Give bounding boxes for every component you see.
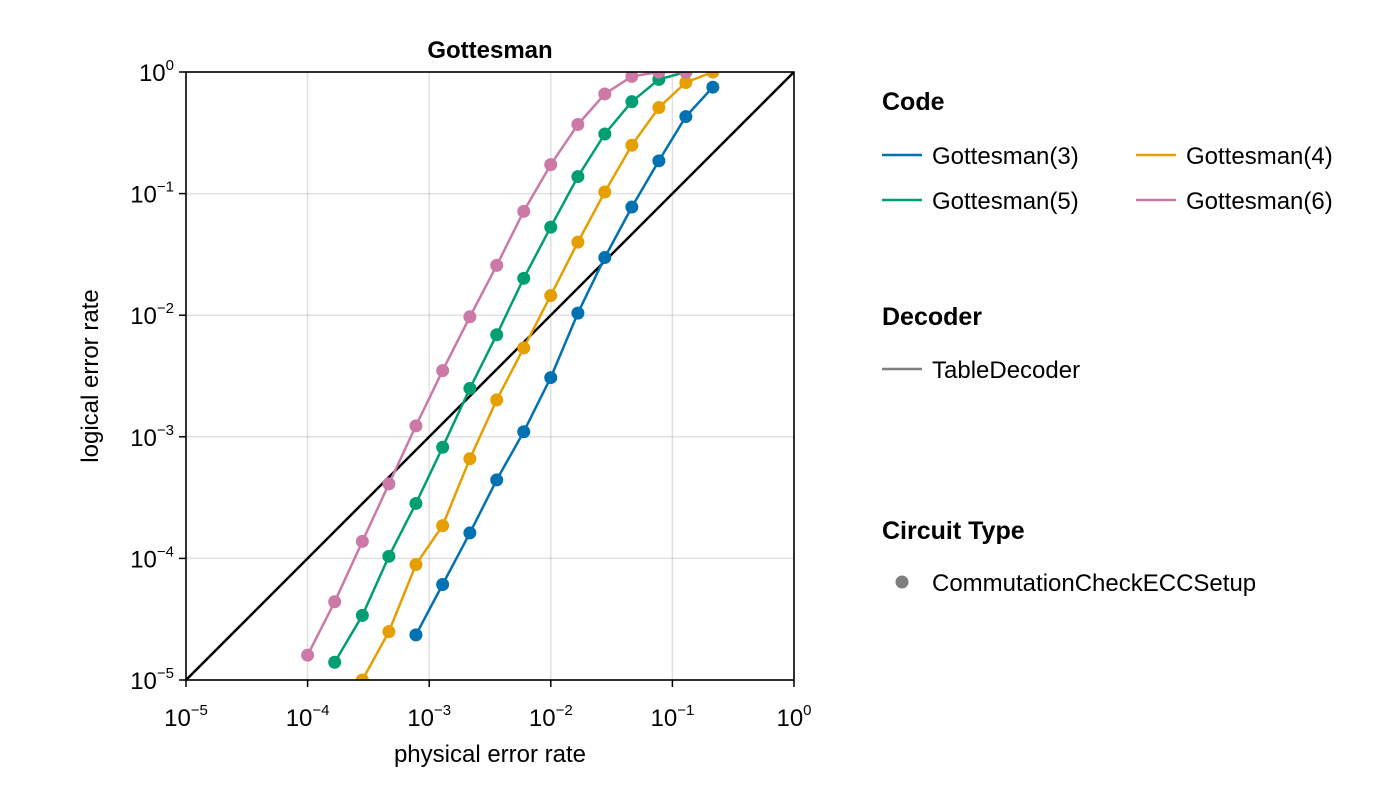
data-point	[598, 87, 612, 101]
data-point	[571, 170, 585, 184]
data-point	[409, 628, 423, 642]
series-Gottesman(3)	[409, 80, 720, 642]
data-point	[409, 419, 423, 433]
data-point	[463, 310, 477, 324]
y-tick-label: 10−1	[130, 179, 174, 209]
data-point	[355, 608, 369, 622]
data-point	[679, 75, 693, 89]
y-axis-label: logical error rate	[77, 289, 104, 462]
series-line	[306, 72, 686, 656]
data-point	[490, 258, 504, 272]
data-point	[436, 440, 450, 454]
series-line	[361, 72, 714, 680]
data-point	[625, 72, 639, 83]
data-point	[409, 558, 423, 572]
y-tick-label: 10−5	[130, 665, 174, 695]
data-point	[355, 673, 369, 680]
legend-circuit-title: Circuit Type	[882, 517, 1025, 545]
data-point	[463, 452, 477, 466]
series-layer	[301, 72, 720, 680]
data-point	[463, 381, 477, 395]
data-point	[652, 101, 666, 115]
legend-decoder-entry: TableDecoder	[932, 357, 1080, 384]
legend-entry: Gottesman(5)	[932, 188, 1079, 215]
axis-ticks: 10−5 10−4 10−3 10−2 10−1 100 10−5 10−4 10−3 10−2 1…	[130, 57, 811, 732]
series-Gottesman(6)	[301, 72, 693, 662]
y-tick-label: 100	[139, 57, 174, 87]
data-point	[544, 289, 558, 303]
y-tick-label: 10−4	[130, 543, 174, 573]
reference-layer	[186, 72, 794, 680]
data-point	[463, 526, 477, 540]
data-point	[625, 138, 639, 152]
data-point	[328, 655, 342, 669]
data-point	[490, 393, 504, 407]
x-tick-label: 10−4	[286, 702, 330, 732]
data-point	[706, 80, 720, 94]
x-tick-label: 10−5	[164, 702, 208, 732]
data-point	[517, 271, 531, 285]
legend-circuit-entry: CommutationCheckECCSetup	[932, 570, 1256, 597]
reference-line	[186, 72, 794, 680]
data-point	[598, 127, 612, 141]
legend: Code Decoder TableDecoder Circuit Type C…	[882, 88, 1333, 597]
plot-frame	[185, 71, 795, 681]
data-point	[517, 425, 531, 439]
data-point	[625, 95, 639, 109]
data-point	[706, 72, 720, 79]
series-Gottesman(4)	[355, 72, 720, 680]
legend-entry: Gottesman(3)	[932, 143, 1079, 170]
series-line	[414, 86, 714, 636]
data-point	[409, 496, 423, 510]
data-point	[679, 110, 693, 124]
data-point	[544, 371, 558, 385]
data-point	[328, 595, 342, 609]
legend-entry: Gottesman(4)	[1186, 143, 1333, 170]
data-point	[598, 251, 612, 265]
x-tick-label: 10−1	[650, 702, 694, 732]
x-tick-label: 10−2	[529, 702, 573, 732]
data-point	[382, 477, 396, 491]
chart-title: Gottesman	[427, 37, 552, 64]
x-axis-label: physical error rate	[394, 741, 586, 768]
legend-code-title: Code	[882, 88, 945, 116]
data-point	[382, 549, 396, 563]
data-point	[517, 204, 531, 218]
data-point	[490, 328, 504, 342]
data-point	[598, 185, 612, 199]
series-line	[333, 72, 687, 663]
y-tick-label: 10−2	[130, 300, 174, 330]
legend-decoder-title: Decoder	[882, 303, 982, 331]
data-point	[301, 648, 315, 662]
data-point	[544, 158, 558, 172]
x-tick-label: 100	[776, 702, 811, 732]
data-point	[652, 154, 666, 168]
data-point	[517, 341, 531, 355]
x-tick-label: 10−3	[407, 702, 451, 732]
data-point	[625, 200, 639, 214]
y-tick-label: 10−3	[130, 422, 174, 452]
data-point	[679, 72, 693, 79]
legend-entry: Gottesman(6)	[1186, 188, 1333, 215]
data-point	[382, 625, 396, 639]
data-point	[571, 235, 585, 249]
data-point	[571, 306, 585, 320]
data-point	[436, 519, 450, 533]
data-point	[544, 220, 558, 234]
series-Gottesman(5)	[328, 72, 693, 669]
data-point	[490, 473, 504, 487]
data-point	[355, 534, 369, 548]
legend-circuit-swatch	[895, 575, 909, 589]
data-point	[652, 72, 666, 79]
data-point	[436, 364, 450, 378]
data-point	[571, 118, 585, 132]
data-point	[436, 578, 450, 592]
